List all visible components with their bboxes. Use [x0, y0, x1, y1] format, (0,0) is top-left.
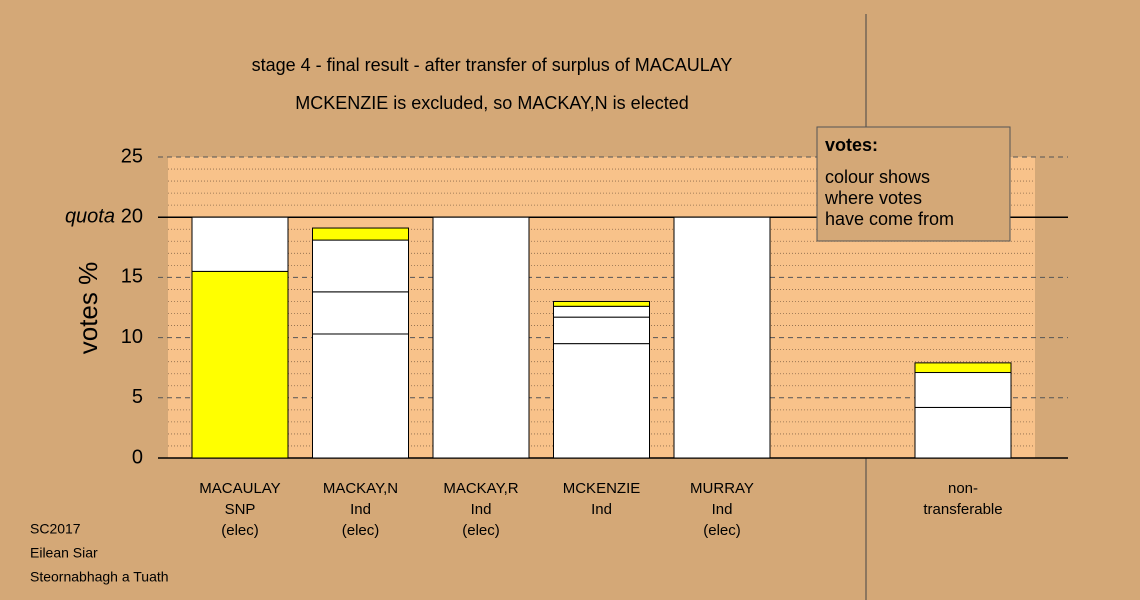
- x-tick-label: Ind: [712, 501, 733, 518]
- x-tick-label: SNP: [225, 501, 256, 518]
- footer-text: Steornabhagh a Tuath: [30, 569, 169, 585]
- x-tick-label: MACAULAY: [199, 480, 280, 497]
- bar-segment: [553, 305, 650, 318]
- x-tick-label: transferable: [923, 501, 1002, 518]
- bar-segment: [914, 372, 1012, 408]
- legend-text: where votes: [824, 188, 922, 208]
- y-tick-label: 10: [121, 326, 143, 348]
- x-tick-label: MACKAY,R: [443, 480, 518, 497]
- bar-segment: [191, 216, 289, 272]
- bar-segment: [312, 291, 409, 335]
- x-tick-label: MURRAY: [690, 480, 754, 497]
- y-tick-label: 25: [121, 145, 143, 167]
- bar-segment: [553, 316, 650, 345]
- footer-text: SC2017: [30, 521, 81, 537]
- bar-segment: [553, 343, 650, 459]
- x-tick-label: non-: [948, 480, 978, 497]
- x-tick-label: Ind: [350, 501, 371, 518]
- chart-subtitle: MCKENZIE is excluded, so MACKAY,N is ele…: [295, 93, 688, 113]
- x-tick-label: MCKENZIE: [563, 480, 641, 497]
- x-tick-label: Ind: [591, 501, 612, 518]
- x-tick-label: Ind: [471, 501, 492, 518]
- x-tick-label: (elec): [462, 522, 500, 539]
- legend-text: have come from: [825, 209, 954, 229]
- legend-title: votes:: [825, 135, 878, 155]
- y-tick-label: 5: [132, 386, 143, 408]
- bar-segment: [312, 333, 409, 459]
- footer-text: Eilean Siar: [30, 545, 98, 561]
- y-axis-label: votes %: [73, 262, 103, 355]
- bar-segment: [914, 406, 1012, 459]
- x-tick-label: (elec): [342, 522, 380, 539]
- legend-text: colour shows: [825, 167, 930, 187]
- bar-segment: [553, 300, 650, 307]
- bar-segment: [432, 216, 530, 459]
- bar-segment: [312, 239, 409, 293]
- bar-segment: [914, 362, 1012, 374]
- legend-box: [816, 126, 1011, 242]
- bar-segment: [312, 227, 409, 241]
- x-tick-label: MACKAY,N: [323, 480, 398, 497]
- y-tick-label: 15: [121, 266, 143, 288]
- x-tick-label: (elec): [703, 522, 741, 539]
- bar-segment: [673, 216, 771, 459]
- chart-title: stage 4 - final result - after transfer …: [252, 55, 733, 75]
- y-tick-label: 20: [121, 205, 143, 227]
- plot: 0 5 10 15 20 25 quota MACAULAY SNP (elec) MACKAY,N…: [30, 126, 1068, 585]
- x-tick-label: (elec): [221, 522, 259, 539]
- quota-label: quota: [65, 205, 115, 227]
- bar-segment: [191, 270, 289, 459]
- y-tick-label: 0: [132, 446, 143, 468]
